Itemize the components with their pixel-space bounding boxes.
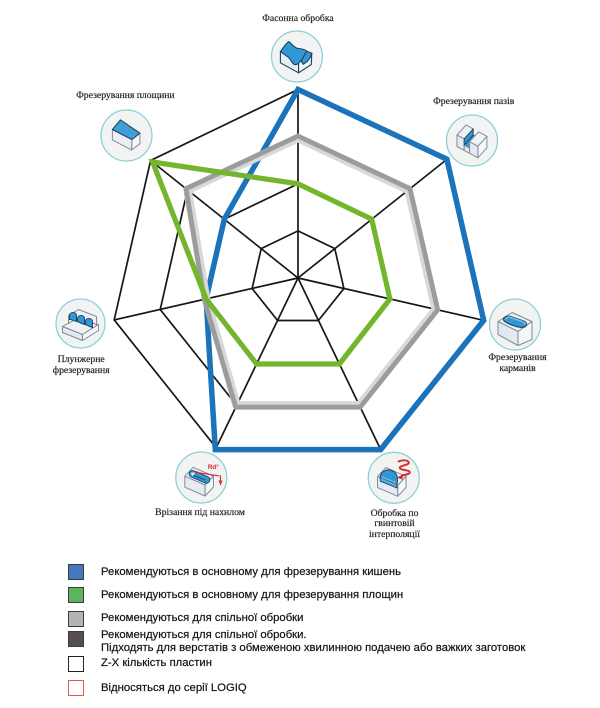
svg-text:Rd°: Rd° xyxy=(208,463,219,471)
